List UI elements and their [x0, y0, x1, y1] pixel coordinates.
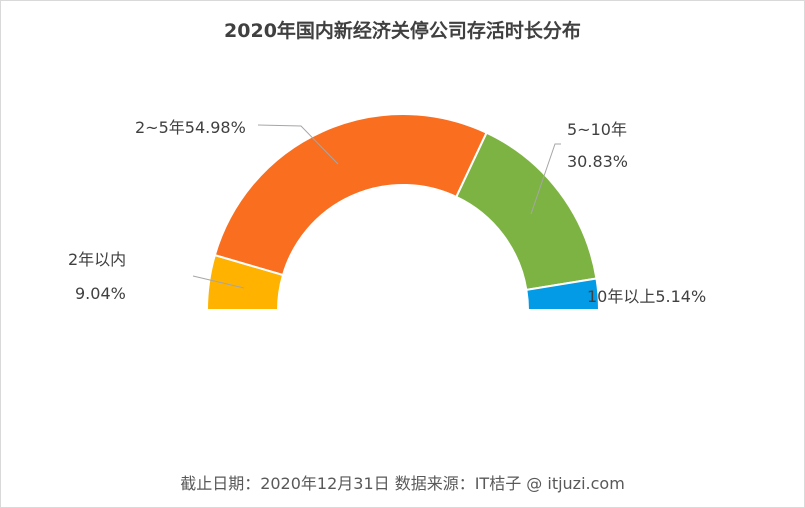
leader-line-1: [192, 275, 245, 289]
slice-4: [525, 277, 601, 311]
data-label-4: 10年以上5.14%: [587, 287, 706, 306]
data-label-3: 30.83%: [567, 152, 628, 171]
data-label-1: 9.04%: [75, 284, 126, 303]
slice-2: [213, 113, 488, 277]
data-label-2: 2~5年54.98%: [135, 118, 246, 137]
data-label-3: 5~10年: [567, 120, 627, 139]
chart-title: 2020年国内新经济关停公司存活时长分布: [224, 20, 581, 42]
leader-line-3: [530, 143, 561, 215]
leader-line-2: [257, 124, 339, 165]
data-label-1: 2年以内: [68, 250, 126, 269]
footer-source: 截止日期：2020年12月31日 数据来源：IT桔子 @ itjuzi.com: [180, 474, 625, 493]
